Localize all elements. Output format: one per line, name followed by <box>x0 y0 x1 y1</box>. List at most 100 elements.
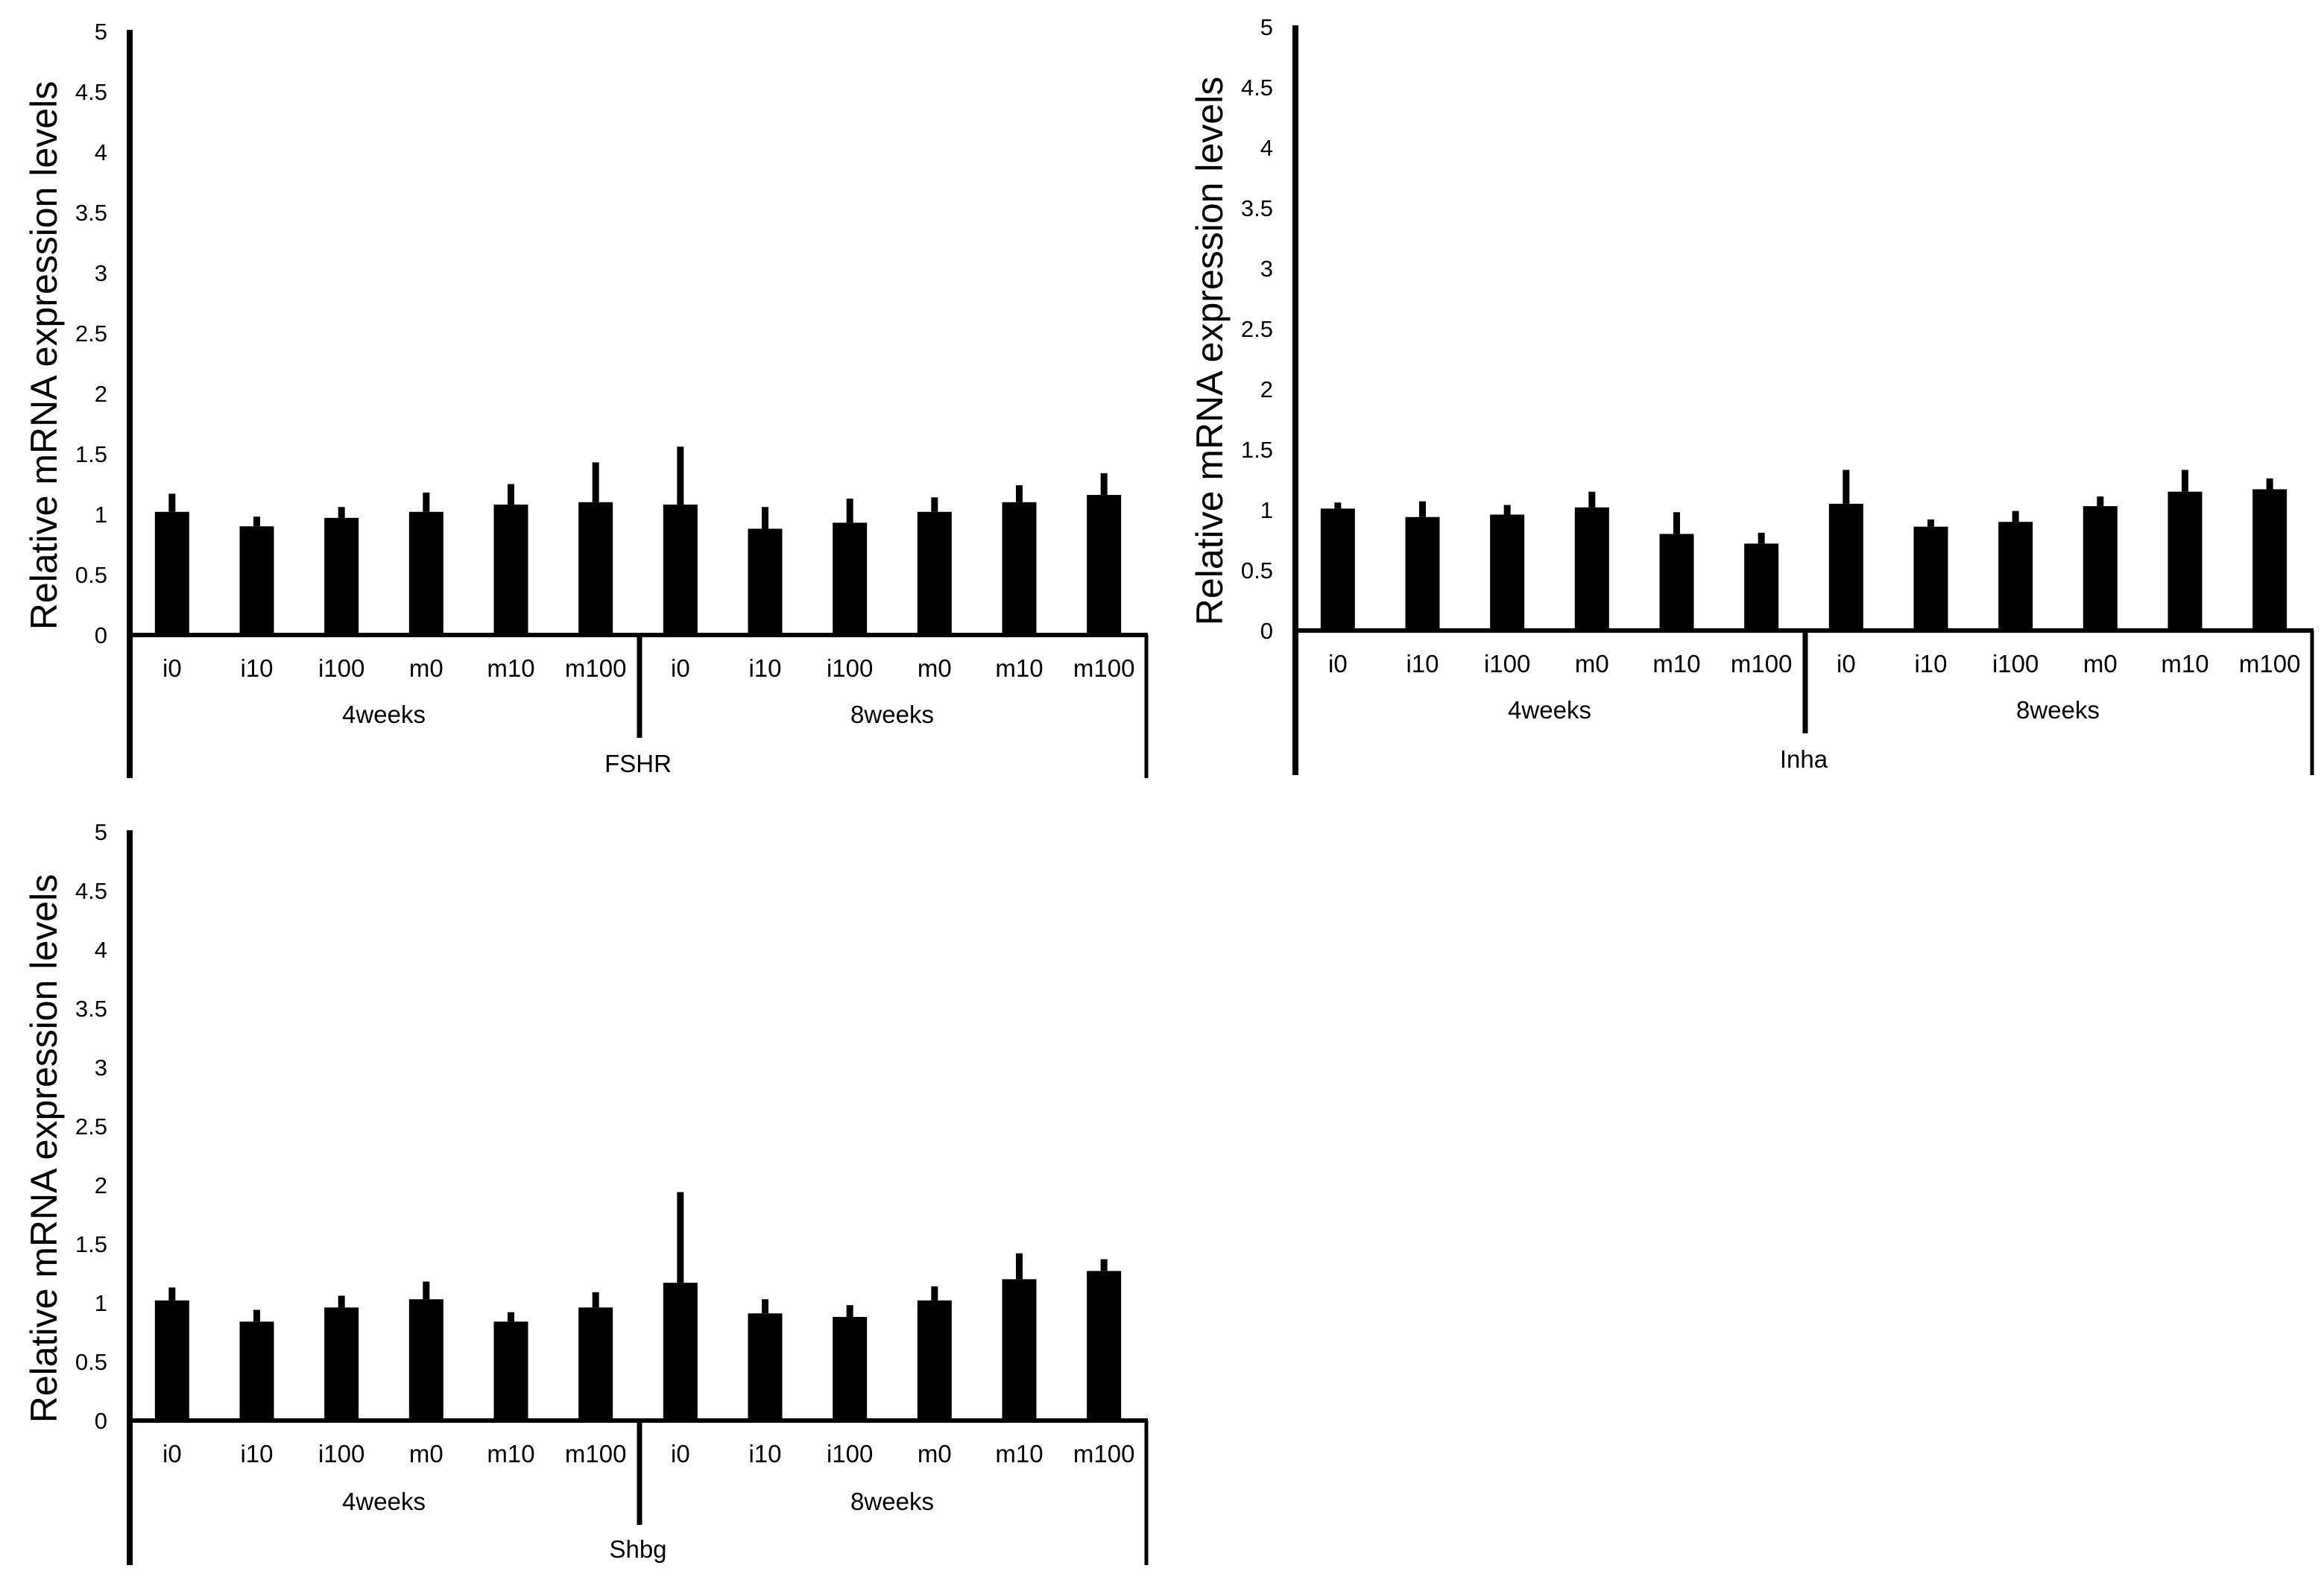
y-axis-label: Relative mRNA expression levels <box>1189 77 1231 625</box>
category-label: i100 <box>318 1440 364 1467</box>
y-axis-label: Relative mRNA expression levels <box>23 874 65 1423</box>
bar <box>1913 526 1948 631</box>
y-tick-label: 2 <box>95 381 107 407</box>
y-tick-label: 0 <box>95 1408 107 1434</box>
group-label: 8weeks <box>850 1488 934 1515</box>
category-label: i10 <box>1914 650 1947 677</box>
category-label: m0 <box>409 654 443 682</box>
category-label: m0 <box>918 654 952 682</box>
bar <box>324 1307 359 1421</box>
y-tick-label: 1 <box>95 502 107 528</box>
y-tick-label: 3.5 <box>1241 195 1273 221</box>
bar <box>2083 506 2118 631</box>
y-tick-label: 5 <box>95 819 107 845</box>
bar <box>493 505 528 635</box>
chart-panel-fshr: 0 0.5 1 1.5 2 2.5 3 3.5 4 4.5 5 Relative mRNA expre… <box>23 19 1149 778</box>
category-label: i0 <box>162 1440 182 1467</box>
category-label: i0 <box>162 654 182 682</box>
y-tick-label: 3 <box>95 1055 107 1081</box>
y-tick-label: 2.5 <box>75 1113 107 1140</box>
bar <box>1828 503 1863 631</box>
bar <box>239 1321 274 1421</box>
category-label: m100 <box>1731 650 1793 677</box>
category-label: i0 <box>1837 650 1856 677</box>
category-label: m10 <box>995 1440 1043 1467</box>
gene-label: FSHR <box>604 750 672 777</box>
category-label: m100 <box>565 1440 627 1467</box>
bar <box>578 502 613 635</box>
bar <box>2167 491 2203 631</box>
category-label: i100 <box>827 654 873 682</box>
category-label: i100 <box>318 654 364 682</box>
category-label: i10 <box>240 1440 273 1467</box>
group-label: 8weeks <box>850 701 934 728</box>
category-label: m0 <box>409 1440 443 1467</box>
category-label: m10 <box>2161 650 2208 677</box>
y-tick-label: 4.5 <box>75 79 107 105</box>
y-tick-label: 0.5 <box>75 1349 107 1375</box>
y-tick-label: 4 <box>1260 135 1273 161</box>
y-tick-label: 5 <box>1260 14 1273 40</box>
bar <box>1087 495 1122 635</box>
category-label: i100 <box>827 1440 873 1467</box>
y-tick-label: 0.5 <box>1241 557 1273 584</box>
category-label: m10 <box>487 1440 534 1467</box>
bar <box>1320 508 1355 631</box>
category-label: m10 <box>1652 650 1700 677</box>
bar <box>1659 534 1694 631</box>
bar <box>1087 1271 1122 1421</box>
y-tick-label: 2 <box>95 1172 107 1198</box>
bar <box>1002 502 1037 635</box>
y-tick-label: 1.5 <box>75 1231 107 1257</box>
bar <box>1002 1279 1037 1421</box>
y-axis-label: Relative mRNA expression levels <box>23 81 65 630</box>
y-tick-label: 3 <box>1260 256 1273 282</box>
bar <box>833 1316 868 1421</box>
category-label: i100 <box>1484 650 1530 677</box>
y-tick-label: 3.5 <box>75 200 107 226</box>
group-label: 8weeks <box>2016 696 2100 724</box>
category-label: m0 <box>1575 650 1609 677</box>
category-label: m0 <box>2083 650 2118 677</box>
bar <box>324 517 359 635</box>
bar <box>917 1300 952 1421</box>
bar <box>408 511 443 635</box>
bar <box>663 1283 698 1421</box>
group-label: 4weeks <box>342 701 426 728</box>
y-tick-label: 3 <box>95 260 107 286</box>
y-tick-label: 2.5 <box>1241 316 1273 342</box>
y-tick-label: 1.5 <box>75 441 107 467</box>
chart-panel-shbg: 0 0.5 1 1.5 2 2.5 3 3.5 4 4.5 5 Relative mRNA expre… <box>23 819 1149 1565</box>
chart-panel-inha: 0 0.5 1 1.5 2 2.5 3 3.5 4 4.5 5 Relative mRNA expre… <box>1189 14 2314 775</box>
y-tick-label: 4 <box>95 139 107 165</box>
bar <box>1405 516 1440 631</box>
category-label: m10 <box>487 654 534 682</box>
category-label: i0 <box>1328 650 1348 677</box>
bar <box>917 511 952 635</box>
y-tick-label: 0.5 <box>75 562 107 588</box>
bar <box>154 511 189 635</box>
bar <box>1998 522 2033 631</box>
bar <box>748 528 783 635</box>
gene-label: Shbg <box>609 1535 666 1563</box>
bar <box>154 1300 189 1421</box>
category-label: m10 <box>995 654 1043 682</box>
category-label: m100 <box>1073 654 1135 682</box>
category-label: i0 <box>671 1440 690 1467</box>
category-label: m0 <box>918 1440 952 1467</box>
category-label: m100 <box>2239 650 2301 677</box>
bar <box>1490 514 1525 631</box>
bar <box>748 1313 783 1421</box>
category-label: i0 <box>671 654 690 682</box>
category-label: i10 <box>748 1440 781 1467</box>
bar <box>833 522 868 635</box>
y-tick-label: 2 <box>1260 376 1273 402</box>
y-tick-label: 4.5 <box>1241 75 1273 101</box>
bar <box>2252 489 2287 631</box>
y-tick-label: 5 <box>95 19 107 45</box>
category-label: i10 <box>240 654 273 682</box>
category-label: i10 <box>748 654 781 682</box>
category-label: i10 <box>1406 650 1439 677</box>
bar <box>493 1321 528 1421</box>
